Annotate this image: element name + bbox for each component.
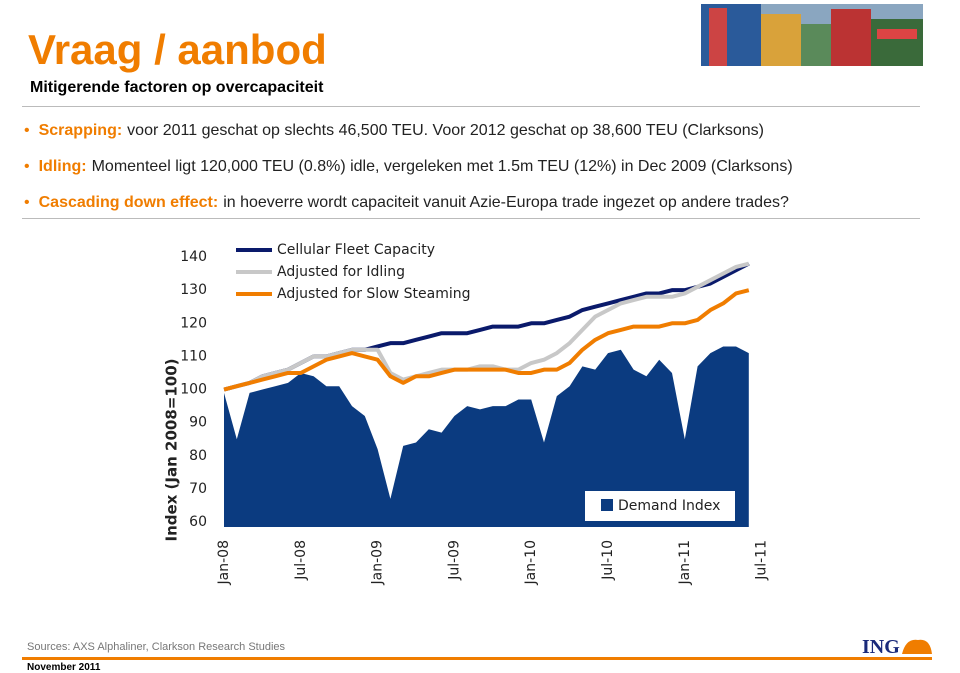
bullet-lead: Cascading down effect: xyxy=(38,194,219,211)
series-line xyxy=(223,261,750,392)
slide-title: Vraag / aanbod xyxy=(28,26,327,73)
y-axis-title: Index (Jan 2008=100) xyxy=(163,358,181,541)
logo-text: ING xyxy=(862,636,900,658)
logo: ING xyxy=(862,634,934,659)
y-tick-label: 100 xyxy=(180,382,207,398)
y-tick-label: 60 xyxy=(189,514,207,530)
sources: Sources: AXS Alphaliner, Clarkson Resear… xyxy=(27,641,286,653)
bullet-list: Scrapping:voor 2011 geschat op slechts 4… xyxy=(24,120,793,228)
bullet: Cascading down effect:in hoeverre wordt … xyxy=(24,192,793,228)
slide-subtitle: Mitigerende factoren op overcapaciteit xyxy=(30,79,324,96)
x-tick-label: Jul-08 xyxy=(293,540,309,581)
y-tick-label: 90 xyxy=(189,415,207,431)
demand-area xyxy=(224,346,749,527)
series-line xyxy=(223,288,750,392)
footer-rule xyxy=(22,657,932,660)
legend-label: Demand Index xyxy=(618,498,720,514)
bullet-text: in hoeverre wordt capaciteit vanuit Azie… xyxy=(223,194,789,211)
y-tick-label: 80 xyxy=(189,448,207,464)
header-photo xyxy=(701,4,923,66)
bullet: Idling:Momenteel ligt 120,000 TEU (0.8%)… xyxy=(24,156,793,192)
x-tick-label: Jul-10 xyxy=(600,540,616,581)
y-tick-label: 130 xyxy=(180,282,207,298)
bullet-lead: Idling: xyxy=(38,158,87,175)
y-tick-label: 70 xyxy=(189,481,207,497)
bullet-text: voor 2011 geschat op slechts 46,500 TEU.… xyxy=(127,122,764,139)
y-tick-label: 140 xyxy=(180,249,207,265)
y-tick-label: 120 xyxy=(180,315,207,331)
x-tick-label: Jan-10 xyxy=(523,540,539,585)
x-tick-label: Jul-11 xyxy=(754,540,770,581)
rule xyxy=(22,106,920,107)
x-tick-label: Jan-09 xyxy=(370,540,386,585)
legend-label: Cellular Fleet Capacity xyxy=(277,242,435,258)
x-tick-label: Jan-08 xyxy=(216,540,232,585)
y-tick-label: 110 xyxy=(180,348,207,364)
footer-date: November 2011 xyxy=(27,662,101,673)
x-tick-label: Jan-11 xyxy=(677,540,693,585)
x-tick-label: Jul-09 xyxy=(446,540,462,581)
bullet-text: Momenteel ligt 120,000 TEU (0.8%) idle, … xyxy=(91,158,793,175)
bullet-lead: Scrapping: xyxy=(38,122,123,139)
chart: Index (Jan 2008=100) 60 70 80 90 100 110 120 13… xyxy=(163,242,770,585)
logo-lion xyxy=(901,639,932,654)
legend-label: Adjusted for Slow Steaming xyxy=(277,286,471,302)
bullet: Scrapping:voor 2011 geschat op slechts 4… xyxy=(24,120,793,156)
legend-label: Adjusted for Idling xyxy=(277,264,405,280)
legend-swatch xyxy=(601,499,613,511)
